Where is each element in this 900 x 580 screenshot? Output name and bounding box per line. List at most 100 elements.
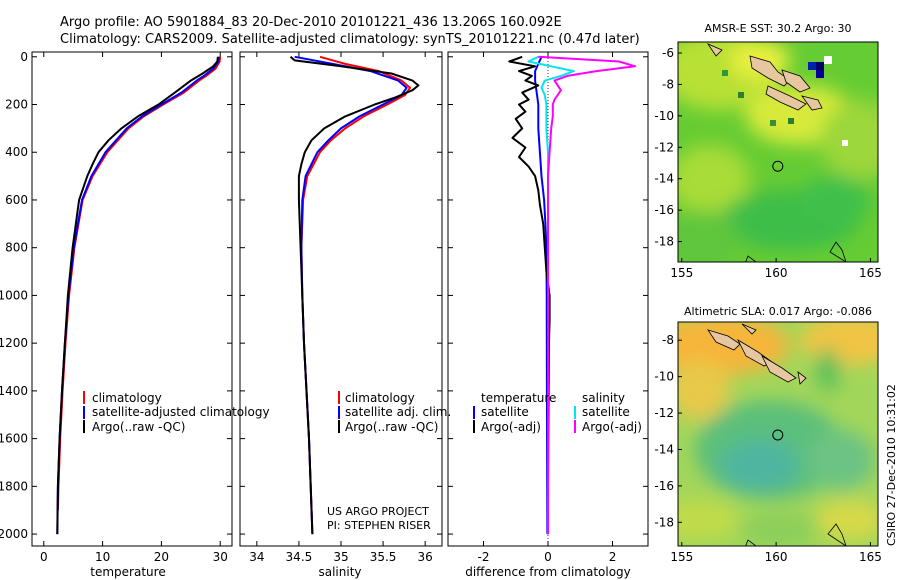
salinity-legend-satellite: satellite adj. clim. (345, 405, 451, 419)
sla-map-image (678, 322, 878, 546)
sst-y-ticks: -6 -8 -10 -12 -14 -16 -18 (654, 46, 682, 249)
salinity-lines (289, 55, 420, 535)
header-line-2: Climatology: CARS2009. Satellite-adjuste… (60, 32, 640, 47)
y-tick-label: 800 (5, 241, 28, 255)
x-tick-label: 36 (418, 550, 433, 564)
salinity-x-label: salinity (318, 565, 361, 579)
x-tick-label: 0 (40, 550, 48, 564)
map-x-tick-label: 155 (670, 266, 693, 280)
project-credit: US ARGO PROJECT (327, 505, 429, 518)
sst-map-title: AMSR-E SST: 30.2 Argo: 30 (704, 22, 851, 35)
map-y-tick-label: -6 (662, 46, 674, 60)
sst-field (678, 42, 878, 262)
y-tick-label: 600 (5, 193, 28, 207)
x-tick-label: 20 (154, 550, 169, 564)
map-y-tick-label: -12 (654, 406, 674, 420)
sst-profile-location (772, 160, 784, 172)
legend-sal-satellite: satellite (582, 405, 630, 419)
map-x-tick-label: 160 (765, 550, 788, 564)
salinity-plot-frame (239, 51, 443, 547)
map-y-tick-label: -8 (662, 77, 674, 91)
sla-map-panel: Altimetric SLA: 0.017 Argo: -0.086 (654, 305, 882, 564)
temperature-panel: 0 200 400 600 800 1000 1200 1400 1600 1800 2000 0 1… (0, 50, 270, 579)
difference-lines (508, 55, 637, 535)
sst-coastlines (706, 43, 847, 262)
sla-coastlines (707, 323, 847, 546)
header-line-1: Argo profile: AO 5901884_83 20-Dec-2010 … (60, 15, 562, 30)
difference-x-label: difference from climatology (465, 565, 631, 579)
temperature-legend-argo: Argo(..raw -QC) (92, 420, 185, 434)
legend-title-temperature: temperature (481, 391, 556, 405)
series-line-climatology (300, 55, 411, 535)
salinity-panel: 34 34.5 35 35.5 36 salinity climatology sate… (239, 51, 451, 579)
legend-temp-argo: Argo(-adj) (481, 420, 541, 434)
x-tick-label: 10 (95, 550, 110, 564)
x-tick-label: 35 (333, 550, 348, 564)
map-y-tick-label: -10 (654, 370, 674, 384)
y-tick-label: 200 (5, 98, 28, 112)
x-tick-label: 30 (213, 550, 228, 564)
map-y-tick-label: -12 (654, 140, 674, 154)
salinity-legend-argo: Argo(..raw -QC) (345, 420, 438, 434)
salinity-legend-climatology: climatology (345, 391, 415, 405)
y-tick-label: 1600 (0, 432, 28, 446)
y-tick-label: 0 (20, 50, 28, 64)
x-tick-label: 0 (544, 550, 552, 564)
series-line-temperature-argo-adj (508, 55, 551, 535)
series-line-argo-raw-qc (56, 56, 219, 535)
difference-legend: temperature salinity satellite Argo(-adj… (473, 391, 642, 434)
y-tick-label: 1200 (0, 336, 28, 350)
temperature-lines (56, 56, 222, 535)
sst-map-image (678, 42, 878, 262)
map-x-tick-label: 165 (859, 550, 882, 564)
temperature-legend: climatology satellite-adjusted climatolo… (83, 391, 270, 434)
series-line-satellite-adj-clim (294, 55, 408, 535)
map-y-tick-label: -16 (654, 203, 674, 217)
temperature-plot-frame (31, 51, 233, 547)
salinity-legend: climatology satellite adj. clim. Argo(..… (338, 391, 451, 434)
difference-panel: -2 0 2 difference from climatology tempera… (447, 51, 649, 579)
series-line-argo-raw-qc (289, 56, 420, 535)
x-tick-label: 2 (609, 550, 617, 564)
map-y-tick-label: -14 (654, 442, 674, 456)
y-tick-label: 1800 (0, 479, 28, 493)
x-tick-label: 35.5 (370, 550, 397, 564)
sst-map-panel: AMSR-E SST: 30.2 Argo: 30 (654, 22, 882, 280)
temperature-x-label: temperature (90, 565, 165, 579)
legend-temp-satellite: satellite (481, 405, 529, 419)
map-y-tick-label: -10 (654, 109, 674, 123)
series-line-climatology (56, 56, 222, 511)
map-x-tick-label: 160 (765, 266, 788, 280)
sst-pixels (722, 56, 848, 146)
salinity-y-ticks (240, 56, 442, 535)
csiro-credit: CSIRO 27-Dec-2010 10:31:02 (885, 384, 898, 546)
difference-x-ticks: -2 0 2 (477, 52, 616, 564)
y-tick-label: 2000 (0, 527, 28, 541)
sla-x-ticks: 155 160 165 (670, 542, 882, 564)
series-line-salinity-argo-adj (538, 55, 637, 535)
map-y-tick-label: -14 (654, 172, 674, 186)
x-tick-label: 34 (249, 550, 264, 564)
series-line-satellite-adjusted-climatology (56, 56, 221, 535)
sla-map-frame (677, 321, 879, 547)
y-tick-label: 400 (5, 145, 28, 159)
difference-y-ticks (448, 56, 648, 535)
x-tick-label: -2 (477, 550, 489, 564)
temperature-legend-satellite: satellite-adjusted climatology (92, 405, 270, 419)
y-tick-label: 1000 (0, 288, 28, 302)
y-tick-label: 1400 (0, 384, 28, 398)
map-x-tick-label: 155 (670, 550, 693, 564)
temperature-legend-climatology: climatology (92, 391, 162, 405)
sst-map-frame (677, 41, 879, 263)
legend-title-salinity: salinity (582, 391, 625, 405)
salinity-x-ticks: 34 34.5 35 35.5 36 (249, 52, 433, 564)
map-y-tick-label: -18 (654, 235, 674, 249)
legend-sal-argo: Argo(-adj) (582, 420, 642, 434)
sst-x-ticks: 155 160 165 (670, 258, 882, 280)
map-x-tick-label: 165 (859, 266, 882, 280)
pi-credit: PI: STEPHEN RISER (327, 519, 431, 532)
map-y-tick-label: -18 (654, 515, 674, 529)
sla-y-ticks: -8 -10 -12 -14 -16 -18 (654, 333, 682, 529)
x-tick-label: 34.5 (286, 550, 313, 564)
